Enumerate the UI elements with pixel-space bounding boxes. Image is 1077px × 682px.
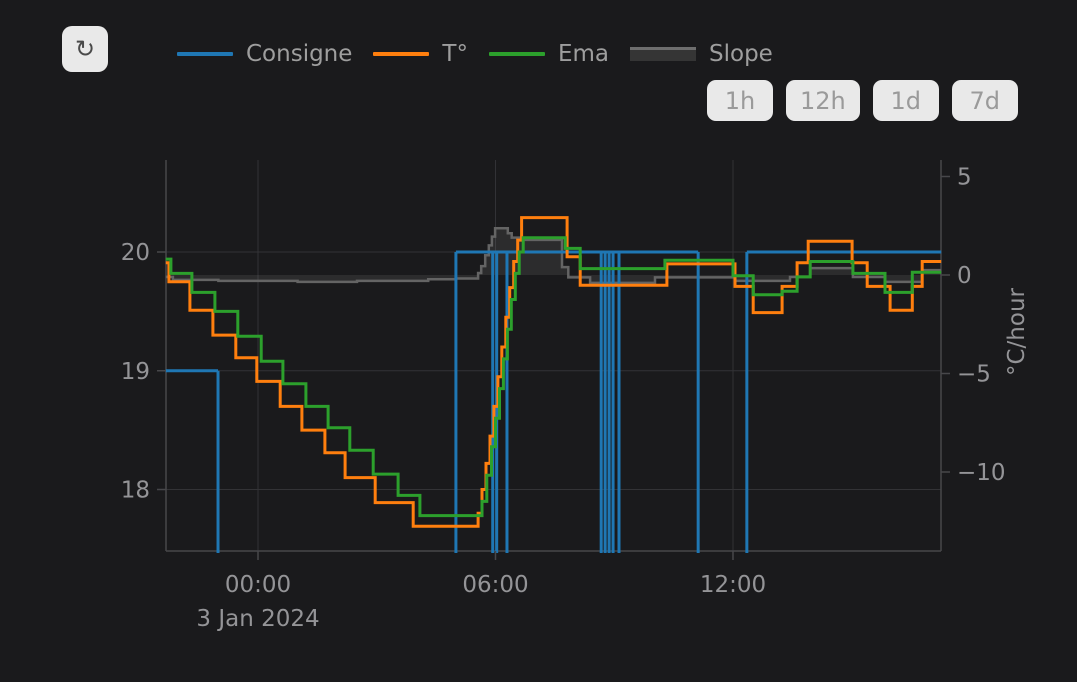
range-button-7d[interactable]: 7d (951, 80, 1018, 121)
axis-ticks (157, 175, 950, 560)
legend-item-ema[interactable]: Ema (488, 41, 610, 67)
slope-area-fill (165, 228, 942, 283)
plot-area[interactable] (165, 216, 942, 553)
consigne-line (165, 250, 942, 553)
slope-area-swatch (630, 47, 697, 61)
refresh-icon: ↻ (74, 35, 96, 63)
refresh-button[interactable]: ↻ (62, 26, 108, 72)
legend-item-temperature[interactable]: T° (373, 41, 468, 67)
time-tick-label: 12:00 (700, 572, 766, 598)
slope-tick-label: −5 (957, 362, 991, 388)
range-button-12h[interactable]: 12h (786, 80, 860, 121)
temperature-line-swatch (373, 52, 430, 56)
consigne-line-swatch (177, 52, 233, 56)
legend-label: Ema (557, 41, 610, 67)
range-button-1d[interactable]: 1d (872, 80, 939, 121)
date-label: 3 Jan 2024 (196, 606, 319, 632)
ema-line-swatch (488, 52, 545, 56)
legend-label: T° (442, 41, 468, 67)
legend-item-slope[interactable]: Slope (630, 41, 773, 67)
slope-tick-label: 0 (957, 263, 972, 289)
time-tick-label: 06:00 (462, 572, 528, 598)
slope-tick-label: −10 (957, 460, 1006, 486)
legend-label: Consigne (246, 41, 353, 67)
legend-label: Slope (709, 41, 773, 67)
legend-item-consigne[interactable]: Consigne (177, 41, 352, 67)
temp-tick-label: 20 (121, 240, 150, 266)
axis-labels: 20 19 18 5 0 −5 −10 00:00 06:00 12:00 3 Jan 2024 °C… (121, 165, 1030, 633)
temperature-line (165, 216, 942, 528)
axis-lines (165, 160, 942, 552)
slope-axis-title: °C/hour (1004, 287, 1030, 376)
temp-tick-label: 19 (121, 359, 150, 385)
time-range-buttons: 1h 12h 1d 7d (707, 80, 1018, 121)
temp-tick-label: 18 (121, 478, 150, 504)
chart-legend: Consigne T° Ema Slope (177, 40, 773, 68)
ema-line (165, 236, 942, 518)
range-button-1h[interactable]: 1h (707, 80, 773, 121)
time-tick-label: 00:00 (225, 572, 291, 598)
slope-tick-label: 5 (957, 165, 972, 191)
